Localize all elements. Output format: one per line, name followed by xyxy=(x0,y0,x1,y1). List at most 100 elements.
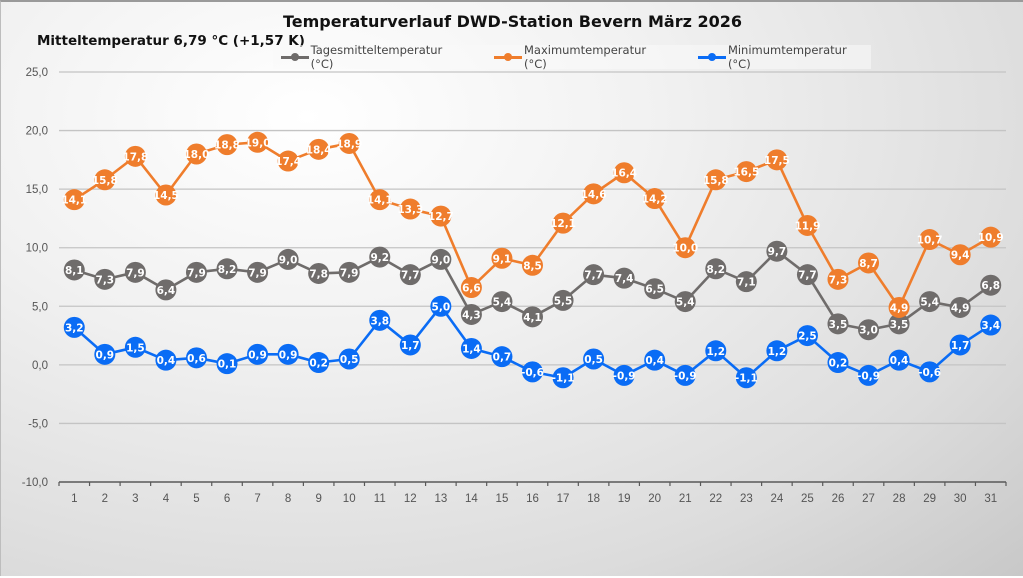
y-tick-label: -10,0 xyxy=(22,477,48,489)
data-point xyxy=(430,295,452,317)
x-tick-label: 10 xyxy=(343,493,356,505)
data-point xyxy=(94,169,116,191)
data-point xyxy=(491,247,513,269)
data-label: 0,5 xyxy=(340,354,359,366)
data-label: 6,4 xyxy=(157,285,176,297)
data-label: 17,5 xyxy=(764,155,790,167)
data-label: 4,9 xyxy=(951,302,970,314)
x-tick-label: 5 xyxy=(193,493,199,505)
data-point xyxy=(583,183,605,205)
data-label: 5,4 xyxy=(493,297,512,309)
legend-item-mean: Tagesmitteltemperatur (°C) xyxy=(281,43,466,71)
data-point xyxy=(613,267,635,289)
x-tick-label: 14 xyxy=(465,493,478,505)
data-label: 18,0 xyxy=(184,149,210,161)
data-point xyxy=(888,296,910,318)
data-point xyxy=(705,169,727,191)
data-point xyxy=(583,348,605,370)
data-label: 1,2 xyxy=(706,346,725,358)
data-label: 4,1 xyxy=(523,312,542,324)
data-point xyxy=(552,367,574,389)
data-point xyxy=(277,248,299,270)
legend-marker-max xyxy=(494,52,522,62)
x-tick-label: 1 xyxy=(71,493,77,505)
data-point xyxy=(430,205,452,227)
legend-marker-mean xyxy=(281,52,309,62)
data-label: 3,2 xyxy=(65,322,84,334)
data-point xyxy=(919,229,941,251)
data-point xyxy=(949,296,971,318)
data-point xyxy=(613,162,635,184)
data-label: 0,9 xyxy=(248,349,267,361)
data-point xyxy=(919,291,941,313)
data-label: 13,3 xyxy=(397,204,423,216)
data-point xyxy=(766,240,788,262)
data-label: 9,0 xyxy=(432,254,451,266)
data-label: 1,2 xyxy=(768,346,787,358)
data-label: 3,5 xyxy=(890,319,909,331)
data-label: 15,8 xyxy=(92,175,118,187)
data-point xyxy=(919,361,941,383)
data-label: 4,3 xyxy=(462,309,481,321)
data-label: 0,9 xyxy=(96,349,115,361)
data-point xyxy=(644,278,666,300)
data-point xyxy=(522,361,543,383)
data-label: 15,8 xyxy=(703,175,729,187)
data-label: 3,4 xyxy=(981,320,1000,332)
data-point xyxy=(399,264,421,286)
data-label: 7,1 xyxy=(737,277,756,289)
data-point xyxy=(155,349,177,371)
data-point xyxy=(980,314,1002,336)
x-tick-label: 29 xyxy=(923,493,936,505)
data-point xyxy=(247,261,269,283)
x-tick-label: 18 xyxy=(587,493,600,505)
x-tick-label: 11 xyxy=(374,493,386,505)
data-point xyxy=(338,132,360,154)
y-tick-label: 10,0 xyxy=(26,243,48,255)
data-label: 19,0 xyxy=(245,137,271,149)
y-tick-label: 25,0 xyxy=(26,67,48,79)
data-point xyxy=(63,189,85,211)
data-label: 18,4 xyxy=(306,144,332,156)
x-axis: 1 2 3 4 5 6 7 8 9 10 11 12 13 14 15 16 17 18 19 20 21 22 23 24 2… xyxy=(58,481,1007,505)
data-label: 11,9 xyxy=(794,220,820,232)
data-point xyxy=(552,289,574,311)
data-label: 2,5 xyxy=(798,331,817,343)
data-label: 6,8 xyxy=(981,280,1000,292)
legend-label-mean: Tagesmitteltemperatur (°C) xyxy=(310,43,443,71)
data-label: 0,1 xyxy=(218,359,237,371)
data-label: 14,6 xyxy=(581,189,607,201)
data-point xyxy=(858,364,880,386)
data-point xyxy=(185,347,207,369)
data-point xyxy=(949,244,971,266)
data-label: 6,5 xyxy=(645,284,664,296)
data-point xyxy=(827,313,849,335)
data-point xyxy=(522,306,543,328)
y-tick-label: 20,0 xyxy=(26,126,48,138)
data-point xyxy=(338,348,360,370)
data-point xyxy=(277,150,299,172)
data-point xyxy=(888,313,910,335)
x-tick-label: 27 xyxy=(862,493,875,505)
data-label: 4,9 xyxy=(890,302,909,314)
data-label: 0,5 xyxy=(584,354,603,366)
data-point xyxy=(308,138,330,160)
data-label: 9,1 xyxy=(493,253,512,265)
data-label: 1,4 xyxy=(462,343,481,355)
data-label: 18,9 xyxy=(336,138,362,150)
data-label: 10,7 xyxy=(917,235,943,247)
data-point xyxy=(338,261,360,283)
x-tick-label: 6 xyxy=(224,493,230,505)
data-point xyxy=(735,161,757,183)
x-tick-label: 17 xyxy=(557,493,570,505)
data-point xyxy=(94,268,116,290)
data-label: 0,2 xyxy=(309,358,328,370)
data-label: 3,8 xyxy=(370,315,389,327)
x-tick-label: 3 xyxy=(132,493,138,505)
data-point xyxy=(858,252,880,274)
data-label: -1,1 xyxy=(552,373,575,385)
data-label: 8,2 xyxy=(706,264,725,276)
data-point xyxy=(216,353,238,375)
x-tick-label: 2 xyxy=(102,493,108,505)
